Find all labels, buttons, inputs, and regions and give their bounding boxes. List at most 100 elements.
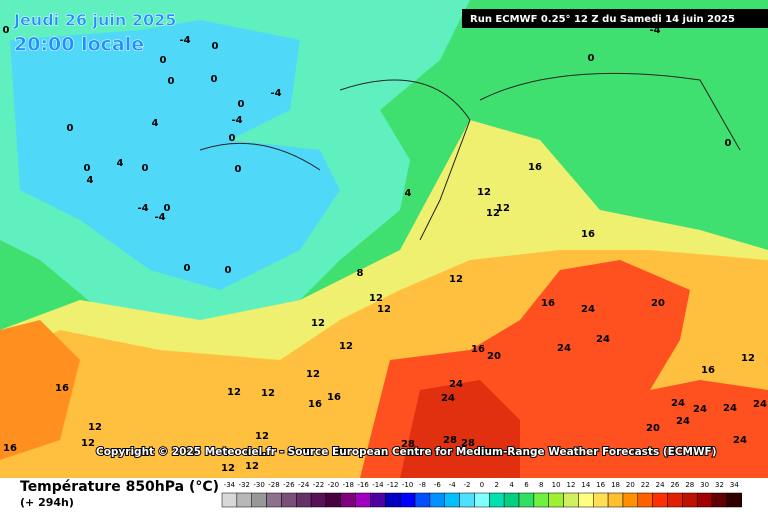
contour-label: 0 [235,164,242,175]
contour-label: 24 [733,435,747,446]
scale-label: 30 [700,481,709,489]
scale-swatch [652,492,668,508]
contour-label: 12 [88,422,102,433]
lead-time: (+ 294h) [20,496,74,509]
scale-swatch [340,492,356,508]
scale-label: -12 [387,481,398,489]
scale-label: 14 [581,481,590,489]
contour-label: 24 [753,399,767,410]
contour-label: 12 [261,388,275,399]
contour-label: 24 [676,416,690,427]
contour-label: 0 [238,99,245,110]
copyright: Copyright © 2025 Meteociel.fr - Source E… [96,446,717,458]
contour-label: 24 [596,334,610,345]
contour-label: 16 [327,392,341,403]
color-scale: -34 -32 -30 -28 -26 -24 -22 -20 -18 -16 -14 -12 -10-… [221,481,743,508]
scale-label: 0 [480,481,484,489]
scale-label: -26 [283,481,295,489]
scale-swatch [296,492,312,508]
contour-label: 16 [3,443,17,454]
contour-label: 0 [725,138,732,149]
contour-label: 24 [693,404,707,415]
date: Jeudi 26 juin 2025 [13,11,176,30]
coastline [199,72,741,241]
contour-label: 16 [471,344,485,355]
scale-swatch [696,492,713,508]
contour-label: 24 [441,393,455,404]
contour-label: 4 [405,188,412,199]
time: 20:00 locale [14,34,144,56]
contour-label: 0 [588,53,595,64]
contour-label: 16 [55,383,69,394]
scale-label: -34 [224,481,236,489]
scale-swatch [578,492,594,508]
contour-label: 0 [142,163,149,174]
scale-label: -6 [434,481,442,489]
field-hot-w [0,320,80,460]
contour-label: 0 [160,55,167,66]
contour-label: 0 [67,123,74,134]
scale-label: -20 [328,481,339,489]
scale-swatch [563,492,579,508]
contour-label: 0 [168,76,175,87]
scale-swatch [414,492,431,508]
contour-label: -4 [179,35,190,46]
contour-label: 20 [487,351,501,362]
field-cold [10,20,340,290]
contour-label: 12 [741,353,755,364]
legend-title: Température 850hPa (°C) [20,479,219,495]
field-core [400,380,520,478]
scale-swatch [667,492,683,508]
scale-label: -2 [464,481,471,489]
scale-swatch [548,492,564,508]
scale-label: -16 [357,481,369,489]
scale-label: 10 [552,481,561,489]
scale-swatch [399,492,416,508]
contour-label: 0 [3,25,10,36]
contour-label: 12 [486,208,500,219]
contour-label: 0 [211,74,218,85]
scale-swatch [518,492,535,508]
scale-label: 22 [641,481,650,489]
scale-label: -28 [268,481,279,489]
scale-swatch [325,492,342,508]
contour-label: 12 [311,318,325,329]
scale-swatch [474,492,490,508]
contour-label: -4 [649,25,660,36]
scale-swatch [370,492,386,508]
scale-swatch [251,492,267,508]
contour-label: 12 [377,304,391,315]
contour-label: 16 [541,298,555,309]
contour-label: 28 [401,439,415,450]
contour-label: 24 [557,343,571,354]
contour-label: 0 [184,263,191,274]
scale-label: 28 [685,481,694,489]
contour-label: 24 [581,304,595,315]
contour-label: 28 [443,435,457,446]
scale-label: -10 [402,481,413,489]
contour-label: -4 [137,203,148,214]
scale-label: 24 [656,481,665,489]
scale-label: 12 [567,481,576,489]
scale-swatch [266,492,282,508]
scale-label: 20 [626,481,635,489]
scale-swatch [444,492,460,508]
scale-label: -8 [419,481,426,489]
contour-label: 0 [229,133,236,144]
contour-label: 12 [227,387,241,398]
scale-label: -22 [313,481,324,489]
contour-label: 16 [528,162,542,173]
scale-label: -24 [298,481,310,489]
contour-label: 16 [308,399,322,410]
contour-label: 12 [477,187,491,198]
run: Run ECMWF 0.25° 12 Z du Samedi 14 juin 2… [470,14,735,25]
contour-label: 0 [212,41,219,52]
scale-swatch [459,492,475,508]
scale-label: 2 [494,481,498,489]
run-box [462,9,768,28]
scale-swatch [503,492,520,508]
contour-label: 20 [651,298,665,309]
contour-label: 4 [87,175,94,186]
